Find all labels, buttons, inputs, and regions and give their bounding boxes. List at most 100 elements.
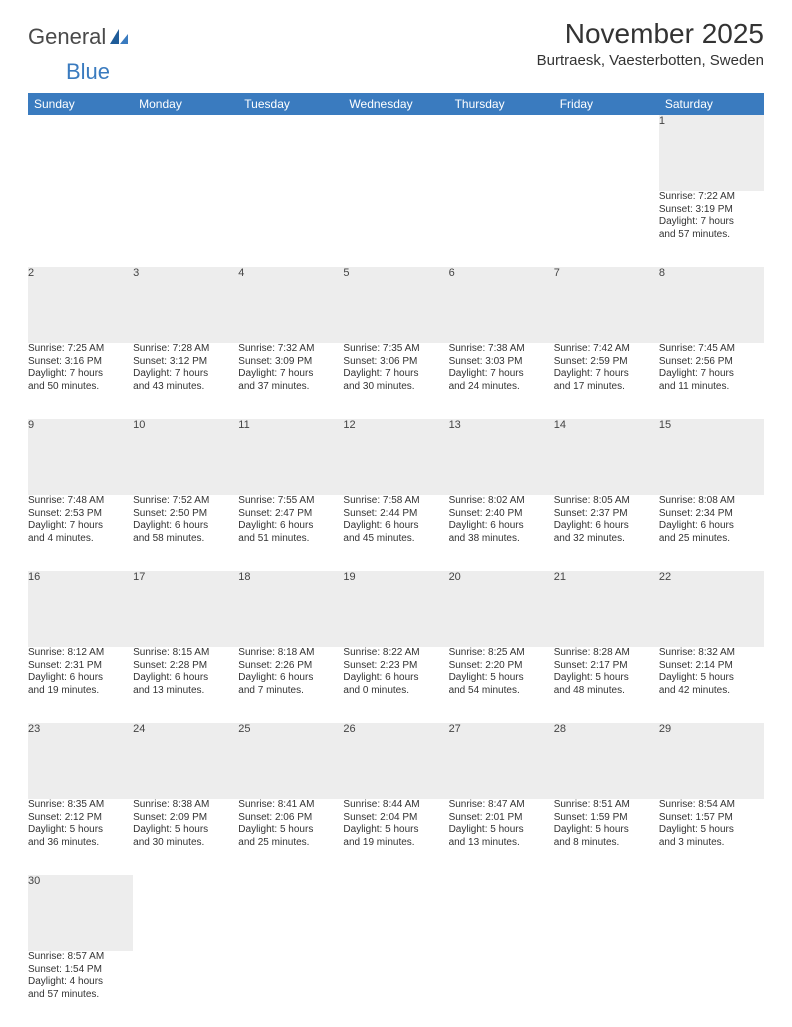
month-title: November 2025 (537, 18, 764, 50)
day-number-cell (133, 875, 238, 951)
daylight-line1: Daylight: 6 hours (659, 520, 764, 533)
day-info-cell: Sunrise: 8:15 AMSunset: 2:28 PMDaylight:… (133, 647, 238, 723)
sunset-text: Sunset: 2:23 PM (343, 660, 448, 673)
day-info-cell: Sunrise: 8:08 AMSunset: 2:34 PMDaylight:… (659, 495, 764, 571)
day-number-cell: 5 (343, 267, 448, 343)
sunset-text: Sunset: 2:37 PM (554, 508, 659, 521)
day-info-cell: Sunrise: 8:18 AMSunset: 2:26 PMDaylight:… (238, 647, 343, 723)
sunrise-text: Sunrise: 8:05 AM (554, 495, 659, 508)
day-info-cell: Sunrise: 8:22 AMSunset: 2:23 PMDaylight:… (343, 647, 448, 723)
daylight-line2: and 43 minutes. (133, 381, 238, 394)
dayname: Friday (554, 93, 659, 115)
daynum-row: 2345678 (28, 267, 764, 343)
daylight-line1: Daylight: 5 hours (659, 824, 764, 837)
dayname: Wednesday (343, 93, 448, 115)
daylight-line2: and 50 minutes. (28, 381, 133, 394)
day-number-cell: 13 (449, 419, 554, 495)
daylight-line1: Daylight: 5 hours (659, 672, 764, 685)
daylight-line2: and 13 minutes. (133, 685, 238, 698)
daylight-line1: Daylight: 6 hours (449, 520, 554, 533)
day-info-cell: Sunrise: 8:54 AMSunset: 1:57 PMDaylight:… (659, 799, 764, 875)
info-row: Sunrise: 8:57 AMSunset: 1:54 PMDaylight:… (28, 951, 764, 1027)
day-number-cell: 7 (554, 267, 659, 343)
daylight-line2: and 7 minutes. (238, 685, 343, 698)
daylight-line2: and 42 minutes. (659, 685, 764, 698)
daylight-line1: Daylight: 6 hours (133, 672, 238, 685)
day-number-cell (238, 115, 343, 191)
daynum-row: 30 (28, 875, 764, 951)
sunrise-text: Sunrise: 8:25 AM (449, 647, 554, 660)
day-info-cell: Sunrise: 8:57 AMSunset: 1:54 PMDaylight:… (28, 951, 133, 1027)
day-info-cell: Sunrise: 7:22 AMSunset: 3:19 PMDaylight:… (659, 191, 764, 267)
info-row: Sunrise: 7:48 AMSunset: 2:53 PMDaylight:… (28, 495, 764, 571)
day-info-cell (449, 951, 554, 1027)
daynum-row: 23242526272829 (28, 723, 764, 799)
sunrise-text: Sunrise: 8:47 AM (449, 799, 554, 812)
day-number-cell (554, 115, 659, 191)
day-info-cell: Sunrise: 7:45 AMSunset: 2:56 PMDaylight:… (659, 343, 764, 419)
sunset-text: Sunset: 3:03 PM (449, 356, 554, 369)
day-number-cell (28, 115, 133, 191)
dayname-row: Sunday Monday Tuesday Wednesday Thursday… (28, 93, 764, 115)
sunrise-text: Sunrise: 8:54 AM (659, 799, 764, 812)
daylight-line2: and 19 minutes. (343, 837, 448, 850)
sunset-text: Sunset: 3:12 PM (133, 356, 238, 369)
day-number-cell (343, 115, 448, 191)
sunrise-text: Sunrise: 7:25 AM (28, 343, 133, 356)
day-number-cell (343, 875, 448, 951)
daylight-line1: Daylight: 6 hours (238, 672, 343, 685)
sunrise-text: Sunrise: 8:28 AM (554, 647, 659, 660)
day-number-cell: 20 (449, 571, 554, 647)
daylight-line2: and 38 minutes. (449, 533, 554, 546)
daylight-line1: Daylight: 6 hours (343, 672, 448, 685)
day-info-cell: Sunrise: 7:32 AMSunset: 3:09 PMDaylight:… (238, 343, 343, 419)
sunset-text: Sunset: 1:54 PM (28, 964, 133, 977)
day-number-cell (659, 875, 764, 951)
day-number-cell: 3 (133, 267, 238, 343)
day-number-cell: 14 (554, 419, 659, 495)
daylight-line2: and 11 minutes. (659, 381, 764, 394)
day-number-cell: 2 (28, 267, 133, 343)
day-info-cell: Sunrise: 7:25 AMSunset: 3:16 PMDaylight:… (28, 343, 133, 419)
dayname: Tuesday (238, 93, 343, 115)
day-number-cell: 10 (133, 419, 238, 495)
day-number-cell: 19 (343, 571, 448, 647)
sunset-text: Sunset: 2:12 PM (28, 812, 133, 825)
day-number-cell: 16 (28, 571, 133, 647)
day-info-cell: Sunrise: 8:41 AMSunset: 2:06 PMDaylight:… (238, 799, 343, 875)
daynum-row: 9101112131415 (28, 419, 764, 495)
sunset-text: Sunset: 2:53 PM (28, 508, 133, 521)
daylight-line1: Daylight: 6 hours (343, 520, 448, 533)
daylight-line1: Daylight: 7 hours (238, 368, 343, 381)
sunset-text: Sunset: 1:57 PM (659, 812, 764, 825)
day-info-cell: Sunrise: 8:47 AMSunset: 2:01 PMDaylight:… (449, 799, 554, 875)
daylight-line2: and 32 minutes. (554, 533, 659, 546)
sunrise-text: Sunrise: 8:22 AM (343, 647, 448, 660)
sunrise-text: Sunrise: 7:28 AM (133, 343, 238, 356)
daylight-line1: Daylight: 5 hours (238, 824, 343, 837)
sunset-text: Sunset: 2:06 PM (238, 812, 343, 825)
dayname: Monday (133, 93, 238, 115)
daylight-line2: and 4 minutes. (28, 533, 133, 546)
day-info-cell (659, 951, 764, 1027)
sunset-text: Sunset: 2:28 PM (133, 660, 238, 673)
title-block: November 2025 Burtraesk, Vaesterbotten, … (537, 18, 764, 69)
day-number-cell: 17 (133, 571, 238, 647)
sunset-text: Sunset: 2:50 PM (133, 508, 238, 521)
day-info-cell: Sunrise: 8:25 AMSunset: 2:20 PMDaylight:… (449, 647, 554, 723)
daylight-line1: Daylight: 5 hours (449, 672, 554, 685)
daylight-line1: Daylight: 7 hours (554, 368, 659, 381)
day-info-cell: Sunrise: 8:28 AMSunset: 2:17 PMDaylight:… (554, 647, 659, 723)
sunset-text: Sunset: 2:04 PM (343, 812, 448, 825)
sunrise-text: Sunrise: 8:57 AM (28, 951, 133, 964)
day-number-cell (238, 875, 343, 951)
sunrise-text: Sunrise: 8:35 AM (28, 799, 133, 812)
calendar-page: General November 2025 Burtraesk, Vaester… (0, 0, 792, 1027)
brand-part1: General (28, 24, 106, 50)
sail-icon (108, 27, 130, 47)
daylight-line1: Daylight: 5 hours (133, 824, 238, 837)
daylight-line1: Daylight: 7 hours (343, 368, 448, 381)
day-number-cell (449, 875, 554, 951)
daylight-line2: and 45 minutes. (343, 533, 448, 546)
sunset-text: Sunset: 2:20 PM (449, 660, 554, 673)
